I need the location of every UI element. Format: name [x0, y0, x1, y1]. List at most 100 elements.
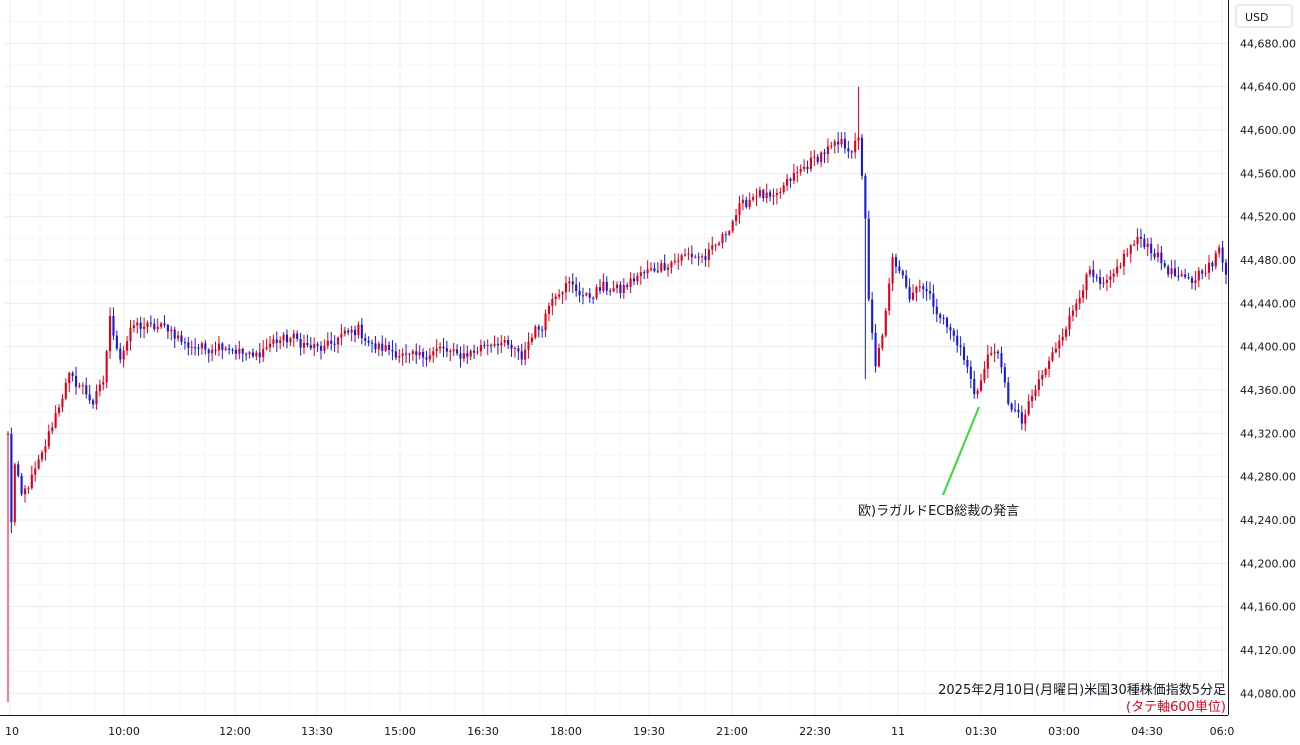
candle-body — [343, 330, 346, 334]
candle-body — [530, 337, 533, 342]
candle-body — [381, 343, 384, 351]
candle-body — [500, 342, 503, 346]
candle-body — [544, 313, 547, 331]
candle-body — [520, 351, 523, 360]
candle-body — [816, 156, 819, 163]
annotation-pointer — [942, 406, 980, 496]
candle-body — [204, 343, 207, 350]
candle-body — [782, 185, 785, 193]
candle-body — [615, 284, 619, 289]
candle-body — [598, 287, 602, 291]
candle-body — [639, 272, 642, 276]
y-tick-label: 44,280.00 — [1240, 471, 1296, 484]
candle-body — [1122, 253, 1125, 267]
candle-body — [952, 330, 955, 336]
candle-body — [945, 318, 949, 328]
candle-body — [439, 346, 442, 349]
candle-body — [956, 335, 959, 346]
candle-body — [612, 288, 615, 292]
y-tick-label: 44,080.00 — [1240, 687, 1296, 700]
candle-body — [888, 283, 891, 311]
captions: 2025年2月10日(月曜日)米国30種株価指数5分足 (タテ軸600単位) — [938, 682, 1226, 715]
candle-body — [840, 138, 843, 145]
candle-body — [119, 348, 122, 360]
currency-badge: USD — [1235, 4, 1293, 28]
candle-body — [132, 325, 135, 329]
candle-body — [422, 351, 425, 358]
candle-body — [432, 351, 435, 356]
candle-body — [78, 385, 81, 387]
candle-body — [969, 366, 972, 379]
candle-body — [908, 287, 911, 300]
candle-body — [993, 351, 996, 353]
candle-body — [905, 275, 908, 288]
candle-body — [452, 349, 455, 352]
candle-body — [425, 357, 428, 360]
x-tick-label: 04:30 — [1131, 725, 1163, 738]
candle-body — [537, 326, 540, 330]
x-tick-label: 18:00 — [550, 725, 582, 738]
candle-body — [262, 348, 265, 358]
candle-body — [690, 253, 693, 257]
candle-body — [241, 348, 244, 354]
y-tick-label: 44,680.00 — [1240, 37, 1296, 50]
candle-body — [1218, 247, 1221, 254]
candle-body — [418, 351, 421, 356]
candle-body — [173, 329, 176, 339]
candle-body — [1054, 348, 1057, 353]
candle-body — [673, 261, 676, 263]
candle-body — [449, 351, 452, 353]
candle-body — [357, 324, 360, 336]
candle-body — [755, 196, 758, 198]
candle-body — [1177, 275, 1180, 277]
candle-body — [867, 218, 870, 300]
candle-body — [105, 351, 108, 383]
candle-body — [568, 281, 571, 284]
candle-body — [837, 141, 840, 145]
candle-body — [636, 275, 639, 282]
candle-body — [854, 140, 857, 153]
candle-body — [1221, 247, 1224, 263]
candle-body — [1095, 276, 1098, 278]
candle-body — [1048, 360, 1051, 370]
candle-body — [92, 400, 95, 405]
candle-body — [1146, 243, 1149, 248]
candle-body — [1024, 414, 1027, 424]
candle-body — [1119, 266, 1122, 268]
candle-body — [1129, 245, 1132, 254]
candle-body — [224, 348, 227, 350]
candle-body — [575, 284, 578, 292]
candle-body — [316, 344, 319, 346]
candle-body — [483, 345, 486, 347]
candle-body — [1014, 409, 1017, 411]
candle-body — [1163, 263, 1166, 267]
candle-body — [479, 345, 482, 352]
candle-body — [928, 291, 932, 294]
candle-body — [340, 333, 343, 338]
candle-body — [54, 412, 57, 428]
candle-body — [408, 353, 411, 355]
candle-body — [1034, 389, 1037, 397]
candle-body — [799, 168, 802, 173]
candle-body — [1071, 310, 1074, 316]
candle-body — [353, 329, 357, 336]
candle-body — [37, 459, 40, 469]
candle-body — [285, 334, 289, 343]
candle-body — [1109, 276, 1112, 280]
candle-body — [663, 263, 666, 270]
candle-body — [180, 335, 183, 343]
x-tick-label: 15:00 — [384, 725, 416, 738]
candle-body — [200, 343, 203, 349]
candle-body — [806, 166, 809, 170]
candle-body — [1078, 297, 1081, 304]
candle-body — [95, 391, 98, 405]
candle-body — [1061, 336, 1064, 341]
candle-body — [1116, 266, 1119, 274]
candle-body — [1133, 244, 1136, 246]
candle-body — [792, 172, 795, 181]
candle-body — [160, 323, 163, 327]
candle-body — [847, 148, 850, 152]
candle-body — [459, 353, 462, 359]
candle-body — [112, 316, 115, 336]
candle-body — [1207, 262, 1211, 273]
